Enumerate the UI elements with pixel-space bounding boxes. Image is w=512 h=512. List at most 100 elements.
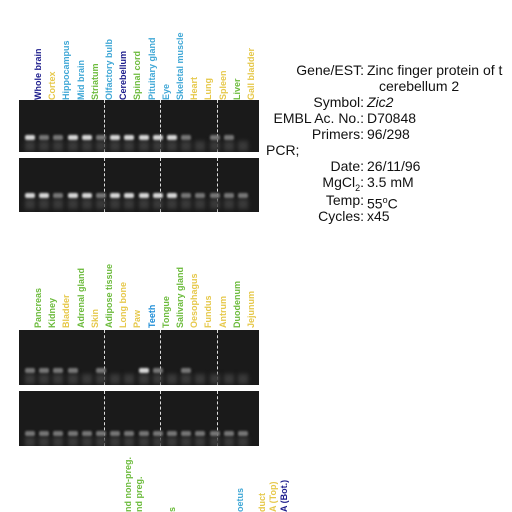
embl-label: EMBL Ac. No.: [273, 110, 364, 126]
gel-band-faint [25, 431, 35, 436]
gel-band-faint [223, 431, 234, 436]
lane-label: Adrenal gland [75, 267, 86, 328]
gel-band-faint [39, 368, 50, 373]
gel-smear [25, 374, 35, 384]
lane-separator [217, 158, 218, 212]
gel-band-faint [181, 193, 192, 198]
gel-band-faint [39, 431, 50, 436]
lane-separator [104, 100, 105, 152]
gel-smear [167, 199, 177, 209]
lane-separator [104, 158, 105, 212]
lane-label: Pancreas [33, 287, 43, 328]
gel-band [67, 135, 78, 140]
gel-band-faint [67, 431, 78, 436]
gel-smear [152, 374, 163, 384]
lane-separator [160, 391, 161, 446]
gel-band-faint [124, 431, 135, 436]
lane-label: Paw [132, 309, 143, 328]
gel-band [124, 135, 135, 140]
gel-smear [223, 374, 234, 384]
gel-band-faint [53, 368, 64, 373]
lane-label [33, 426, 43, 512]
gel-band-faint [209, 431, 220, 436]
gel-smear [195, 374, 206, 384]
gel-band-faint [195, 193, 206, 198]
gel-band-faint [67, 368, 78, 373]
lane-separator [217, 391, 218, 446]
gel-smear [238, 199, 248, 209]
lane-label [100, 426, 110, 512]
lane-label: Bladder [61, 294, 72, 328]
temp-value: 55oC [367, 195, 398, 212]
lane-label [44, 426, 54, 512]
gel-smear [67, 374, 78, 384]
gel-band-faint [152, 368, 163, 373]
gel-smear [53, 199, 64, 209]
gel-smear [138, 199, 149, 209]
lane-label: A (Bot.) [279, 479, 290, 512]
gel-band-faint [138, 431, 149, 436]
gel-smear [25, 141, 35, 151]
gel-band-faint [238, 193, 248, 198]
gel-smear [181, 374, 192, 384]
gel-band-faint [96, 368, 106, 373]
gel-band [152, 135, 163, 140]
gel-smear [124, 437, 135, 446]
cycles-label: Cycles: [318, 208, 364, 224]
gel-smear [181, 437, 192, 446]
lane-label: duct [257, 493, 267, 512]
gel-smear [81, 199, 92, 209]
gel-smear [81, 437, 92, 446]
gel-band-faint [223, 193, 234, 198]
lane-label [190, 426, 200, 512]
primers-value: 96/298 [367, 126, 410, 142]
gel-smear [152, 437, 163, 446]
gel-band [138, 193, 149, 198]
lane-label: Antrum [217, 296, 228, 328]
lane-label: Teeth [146, 304, 157, 328]
mgcl-label: MgCl2: [322, 174, 364, 193]
gel-smear [124, 374, 135, 384]
gel-smear [238, 141, 248, 151]
gel-smear [138, 374, 149, 384]
gel-smear [138, 437, 149, 446]
gel-smear [167, 437, 177, 446]
lane-label [179, 426, 189, 512]
gel-band-faint [181, 368, 192, 373]
gel-smear [124, 141, 135, 151]
gel-band-faint [238, 431, 248, 436]
gel-smear [96, 374, 106, 384]
lane-separator [217, 330, 218, 385]
gel-band [39, 193, 50, 198]
gel-smear [81, 374, 92, 384]
gel-smear [110, 141, 121, 151]
lane-label: Long bone [118, 282, 129, 328]
gel-smear [39, 437, 50, 446]
gel-band-faint [209, 193, 220, 198]
date-label: Date: [330, 158, 364, 174]
gel-smear [167, 141, 177, 151]
lane-label: Duodenum [231, 281, 242, 328]
gel-band [124, 193, 135, 198]
gel-smear [53, 374, 64, 384]
lane-label [201, 426, 211, 512]
gene-value-line-1: Zinc finger protein of t [367, 62, 503, 78]
lane-separator [160, 158, 161, 212]
gel-band-faint [195, 431, 206, 436]
lane-label [78, 426, 88, 512]
gene-label: Gene/EST: [296, 62, 364, 78]
symbol-value: Zic2 [367, 94, 394, 110]
primers-label: Primers: [311, 126, 364, 142]
lane-label [212, 426, 222, 512]
gel-smear [209, 141, 220, 151]
gel-smear [152, 199, 163, 209]
lane-label: s [167, 506, 178, 512]
lane-label [246, 426, 256, 512]
gel-smear [209, 199, 220, 209]
lane-label [145, 426, 155, 512]
temp-label: Temp: [325, 192, 364, 208]
gel-smear [53, 437, 64, 446]
gel-band-faint [39, 135, 50, 140]
gel-smear [96, 437, 106, 446]
lane-label [67, 426, 77, 512]
